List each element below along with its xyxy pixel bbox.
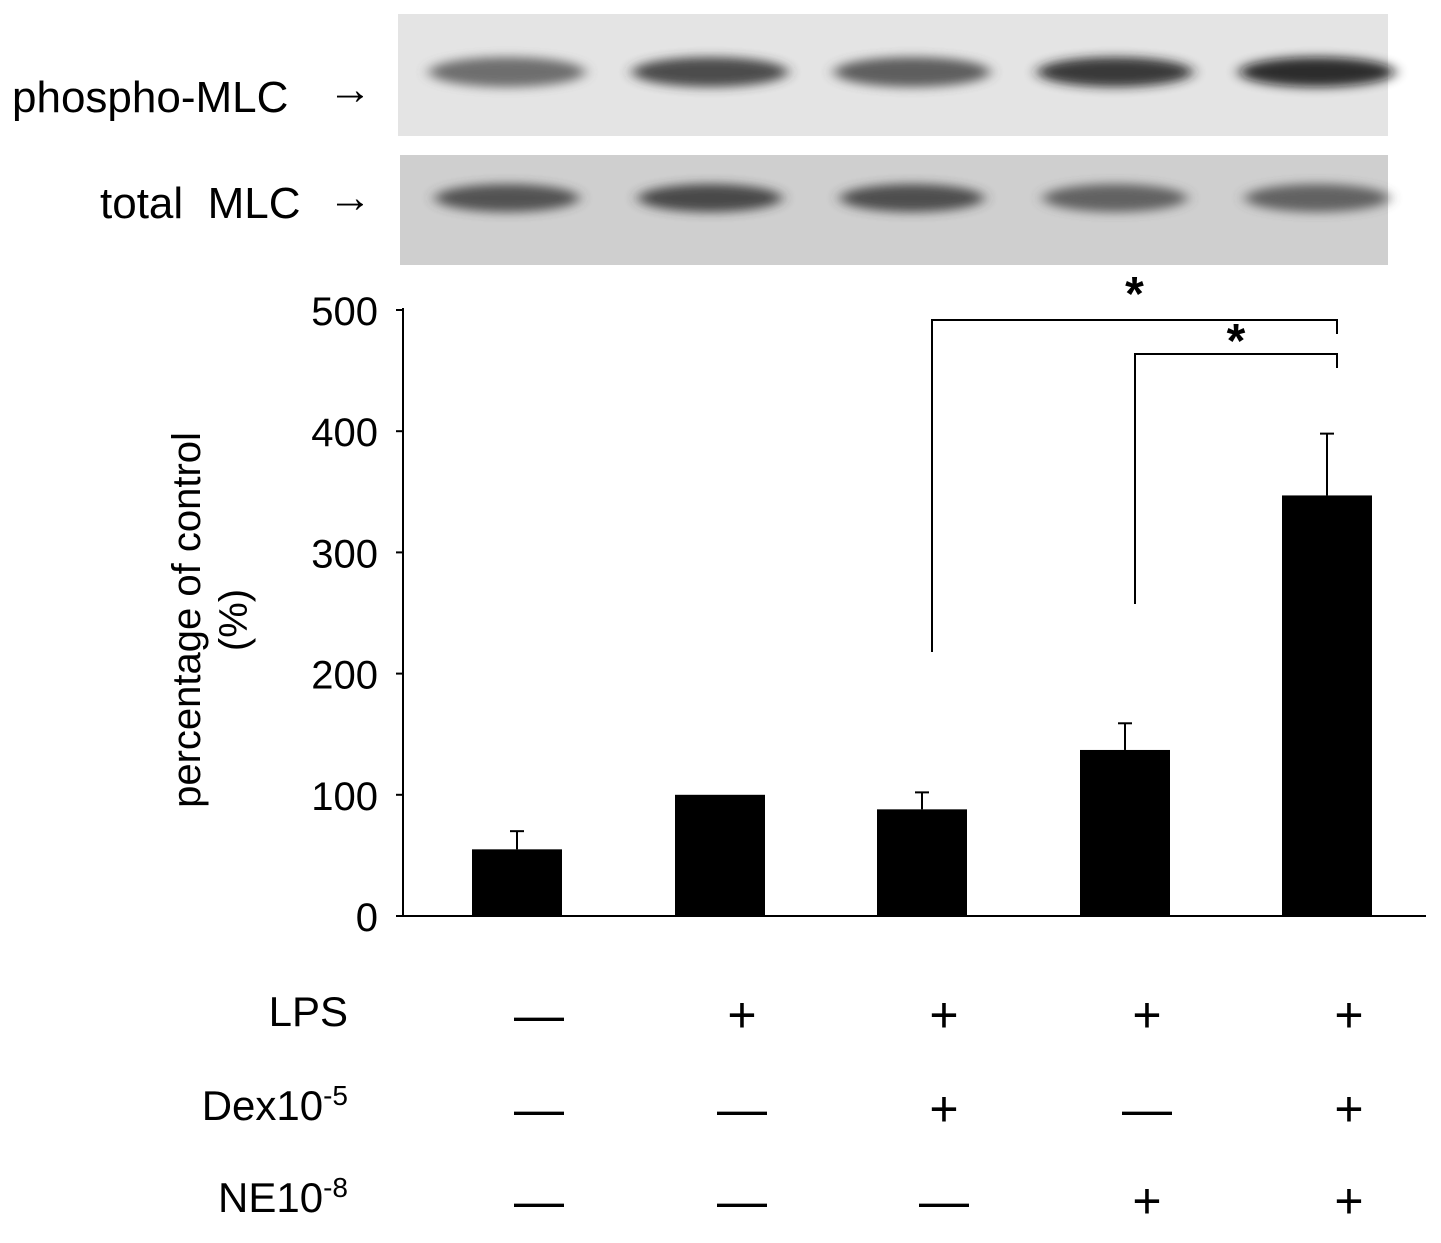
phospho-bands [429,57,1395,87]
plus-sign: + [929,1081,958,1137]
plus-sign: + [1334,1173,1363,1229]
blot-arrow-phospho: → [328,65,372,114]
y-tick-label: 0 [356,896,378,940]
blot-label-total: total MLC [100,179,301,228]
y-tick-label: 100 [311,775,378,819]
significance-bracket [1134,353,1338,604]
treatment-label: NE10-8 [218,1172,348,1222]
plus-sign: + [727,987,756,1043]
blot-arrow-total: → [328,173,372,222]
treatment-table: LPS — + + + + Dex10-5 — — + — + NE10-8 — — — + + [202,987,1364,1229]
y-tick-label: 400 [311,411,378,455]
minus-sign: — [1122,1081,1172,1137]
bars [472,432,1372,916]
treatment-label: Dex10-5 [202,1080,348,1130]
blot-band [1239,57,1395,87]
y-tick-label: 500 [311,290,378,334]
plus-sign: + [1132,1173,1161,1229]
minus-sign: — [514,987,564,1043]
blot-band [834,57,990,87]
blot-band [632,57,788,87]
significance-star: * [1227,315,1246,368]
treatment-label: LPS [269,988,348,1035]
y-tick-label: 200 [311,654,378,698]
blot-band [1037,57,1193,87]
blot-label-phospho: phospho-MLC [12,73,288,122]
y-tick-label: 300 [311,532,378,576]
blot-band [429,57,585,87]
plus-sign: + [1334,1081,1363,1137]
bar [1080,749,1170,916]
significance-bracket [931,319,1338,652]
y-ticks: 0 100 200 300 400 500 [311,290,403,940]
bar [1282,495,1372,916]
bar [675,794,765,916]
blot-band [435,184,579,212]
minus-sign: — [514,1081,564,1137]
significance-brackets: ** [931,268,1338,652]
plus-sign: + [929,987,958,1043]
blot-band [1245,184,1389,212]
minus-sign: — [717,1081,767,1137]
minus-sign: — [717,1173,767,1229]
y-axis-unit: (%) [212,589,256,651]
plus-sign: + [1334,987,1363,1043]
blot-band [1043,184,1187,212]
minus-sign: — [514,1173,564,1229]
bar [877,809,967,916]
total-bands [435,184,1389,212]
blot-band [638,184,782,212]
minus-sign: — [919,1173,969,1229]
y-axis-label: percentage of control [165,432,209,808]
blot-band [840,184,984,212]
bar [472,849,562,916]
western-blot: phospho-MLC → total MLC → [12,14,1395,265]
significance-star: * [1125,268,1144,321]
plus-sign: + [1132,987,1161,1043]
